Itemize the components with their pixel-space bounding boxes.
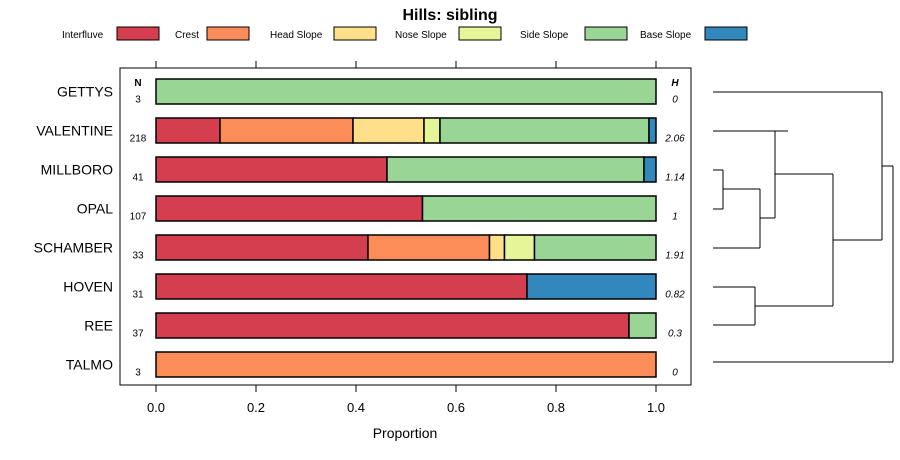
legend-label-crest: Crest [175, 30, 199, 41]
row-opal: OPAL 107 1 [77, 195, 678, 223]
bar-segment-interfluve [155, 117, 221, 144]
bar-segment-base-slope [648, 117, 657, 144]
bar-segment-interfluve [155, 273, 528, 300]
h-value: 1.14 [665, 173, 685, 184]
legend-label-side-slope: Side Slope [520, 30, 569, 41]
row-gettys: GETTYS 3 0 [57, 78, 678, 106]
category-label: MILLBORO [41, 162, 113, 178]
h-value: 1 [672, 212, 678, 223]
n-value: 37 [132, 329, 144, 340]
category-label: HOVEN [63, 279, 113, 295]
bar-segment-interfluve [155, 195, 424, 222]
bar-segment-side-slope [421, 195, 657, 222]
x-axis: 0.0 0.2 0.4 0.6 0.8 1.0 [147, 61, 665, 415]
bar-segment-side-slope [533, 234, 657, 261]
bar-segment-crest [219, 117, 354, 144]
x-axis-title: Proportion [373, 425, 438, 441]
n-value: 33 [132, 251, 144, 262]
h-column-header: H [671, 78, 679, 89]
row-schamber: SCHAMBER 33 1.91 [34, 234, 685, 262]
h-value: 0 [672, 368, 678, 379]
category-label: REE [84, 318, 113, 334]
dendrogram [713, 91, 894, 363]
bar-segment-interfluve [155, 156, 388, 183]
h-value: 2.06 [664, 134, 685, 145]
x-tick-label: 0.4 [347, 400, 365, 415]
legend-label-interfluve: Interfluve [62, 30, 104, 41]
h-value: 0 [672, 95, 678, 106]
category-label: TALMO [66, 357, 113, 373]
h-value: 0.3 [668, 329, 682, 340]
bar-segment-nose-slope [503, 234, 536, 261]
legend-swatch-side-slope [584, 26, 628, 41]
row-hoven: HOVEN 31 0.82 [63, 273, 685, 301]
bar-segment-side-slope [439, 117, 650, 144]
row-talmo: TALMO 3 0 [66, 351, 678, 379]
bar-segment-nose-slope [423, 117, 441, 144]
bar-segment-side-slope [628, 312, 657, 339]
bar-segment-base-slope [643, 156, 657, 183]
n-value: 31 [132, 290, 144, 301]
n-value: 107 [130, 212, 147, 223]
x-tick-label: 0.2 [247, 400, 265, 415]
x-tick-label: 0.6 [447, 400, 465, 415]
bar-segment-interfluve [155, 234, 369, 261]
x-tick-label: 0.8 [547, 400, 565, 415]
h-value: 0.82 [665, 290, 685, 301]
x-tick-label: 1.0 [647, 400, 665, 415]
bar-segment-head-slope [352, 117, 425, 144]
row-ree: REE 37 0.3 [84, 312, 682, 340]
row-valentine: VALENTINE 218 2.06 [36, 117, 685, 145]
x-tick-label: 0.0 [147, 400, 165, 415]
category-label: GETTYS [57, 84, 113, 100]
bar-segment-side-slope [386, 156, 645, 183]
n-value: 218 [130, 134, 147, 145]
legend-swatch-head-slope [333, 26, 377, 41]
bar-segment-head-slope [488, 234, 506, 261]
chart-title: Hills: sibling [402, 7, 497, 24]
category-label: OPAL [77, 201, 114, 217]
bar-segment-crest [155, 351, 657, 378]
category-label: VALENTINE [36, 123, 113, 139]
n-value: 41 [132, 173, 144, 184]
n-column-header: N [134, 78, 141, 89]
legend-label-nose-slope: Nose Slope [395, 30, 447, 41]
legend-label-base-slope: Base Slope [640, 30, 692, 41]
legend-swatch-crest [206, 26, 250, 41]
legend: Interfluve Crest Head Slope Nose Slope Side … [62, 26, 748, 41]
bar-segment-side-slope [155, 78, 657, 105]
bar-segment-crest [367, 234, 491, 261]
row-millboro: MILLBORO 41 1.14 [41, 156, 685, 184]
bar-rows: GETTYS 3 0 VALENTINE 218 2.06 MILLBORO 41 1.14 OP… [34, 78, 685, 379]
plot-frame [119, 67, 692, 386]
bar-segment-interfluve [155, 312, 630, 339]
n-value: 3 [135, 95, 141, 106]
category-label: SCHAMBER [34, 240, 113, 256]
bar-segment-base-slope [526, 273, 657, 300]
legend-swatch-nose-slope [458, 26, 502, 41]
h-value: 1.91 [665, 251, 684, 262]
legend-swatch-base-slope [704, 26, 748, 41]
legend-label-head-slope: Head Slope [270, 30, 323, 41]
n-value: 3 [135, 368, 141, 379]
legend-swatch-interfluve [116, 26, 160, 41]
